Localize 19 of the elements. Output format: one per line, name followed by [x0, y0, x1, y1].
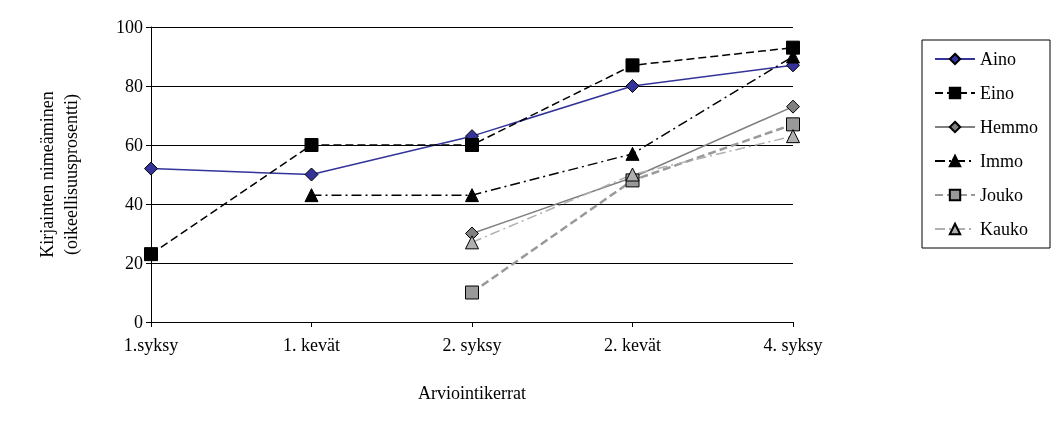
y-tick-label: 40 [125, 194, 143, 214]
y-tick-label: 0 [134, 312, 143, 332]
legend-label: Jouko [980, 185, 1024, 205]
x-axis-title: Arviointikerrat [418, 383, 526, 403]
y-tick-label: 100 [116, 17, 143, 37]
y-tick-label: 60 [125, 135, 143, 155]
x-tick-label: 1. kevät [283, 335, 340, 355]
y-axis-title: Kirjainten nimeäminen (oikeellisuusprosentti) [37, 91, 82, 258]
y-tick-label: 20 [125, 253, 143, 273]
legend-label: Hemmo [980, 117, 1039, 137]
y-tick-label: 80 [125, 76, 143, 96]
x-tick-label: 4. syksy [763, 335, 823, 355]
x-tick-label: 2. syksy [442, 335, 502, 355]
x-tick-label: 2. kevät [604, 335, 661, 355]
legend-label: Kauko [980, 219, 1029, 239]
legend-label: Immo [980, 151, 1024, 171]
legend-label: Aino [980, 49, 1017, 69]
legend-label: Eino [980, 83, 1015, 103]
x-tick-label: 1.syksy [123, 335, 179, 355]
